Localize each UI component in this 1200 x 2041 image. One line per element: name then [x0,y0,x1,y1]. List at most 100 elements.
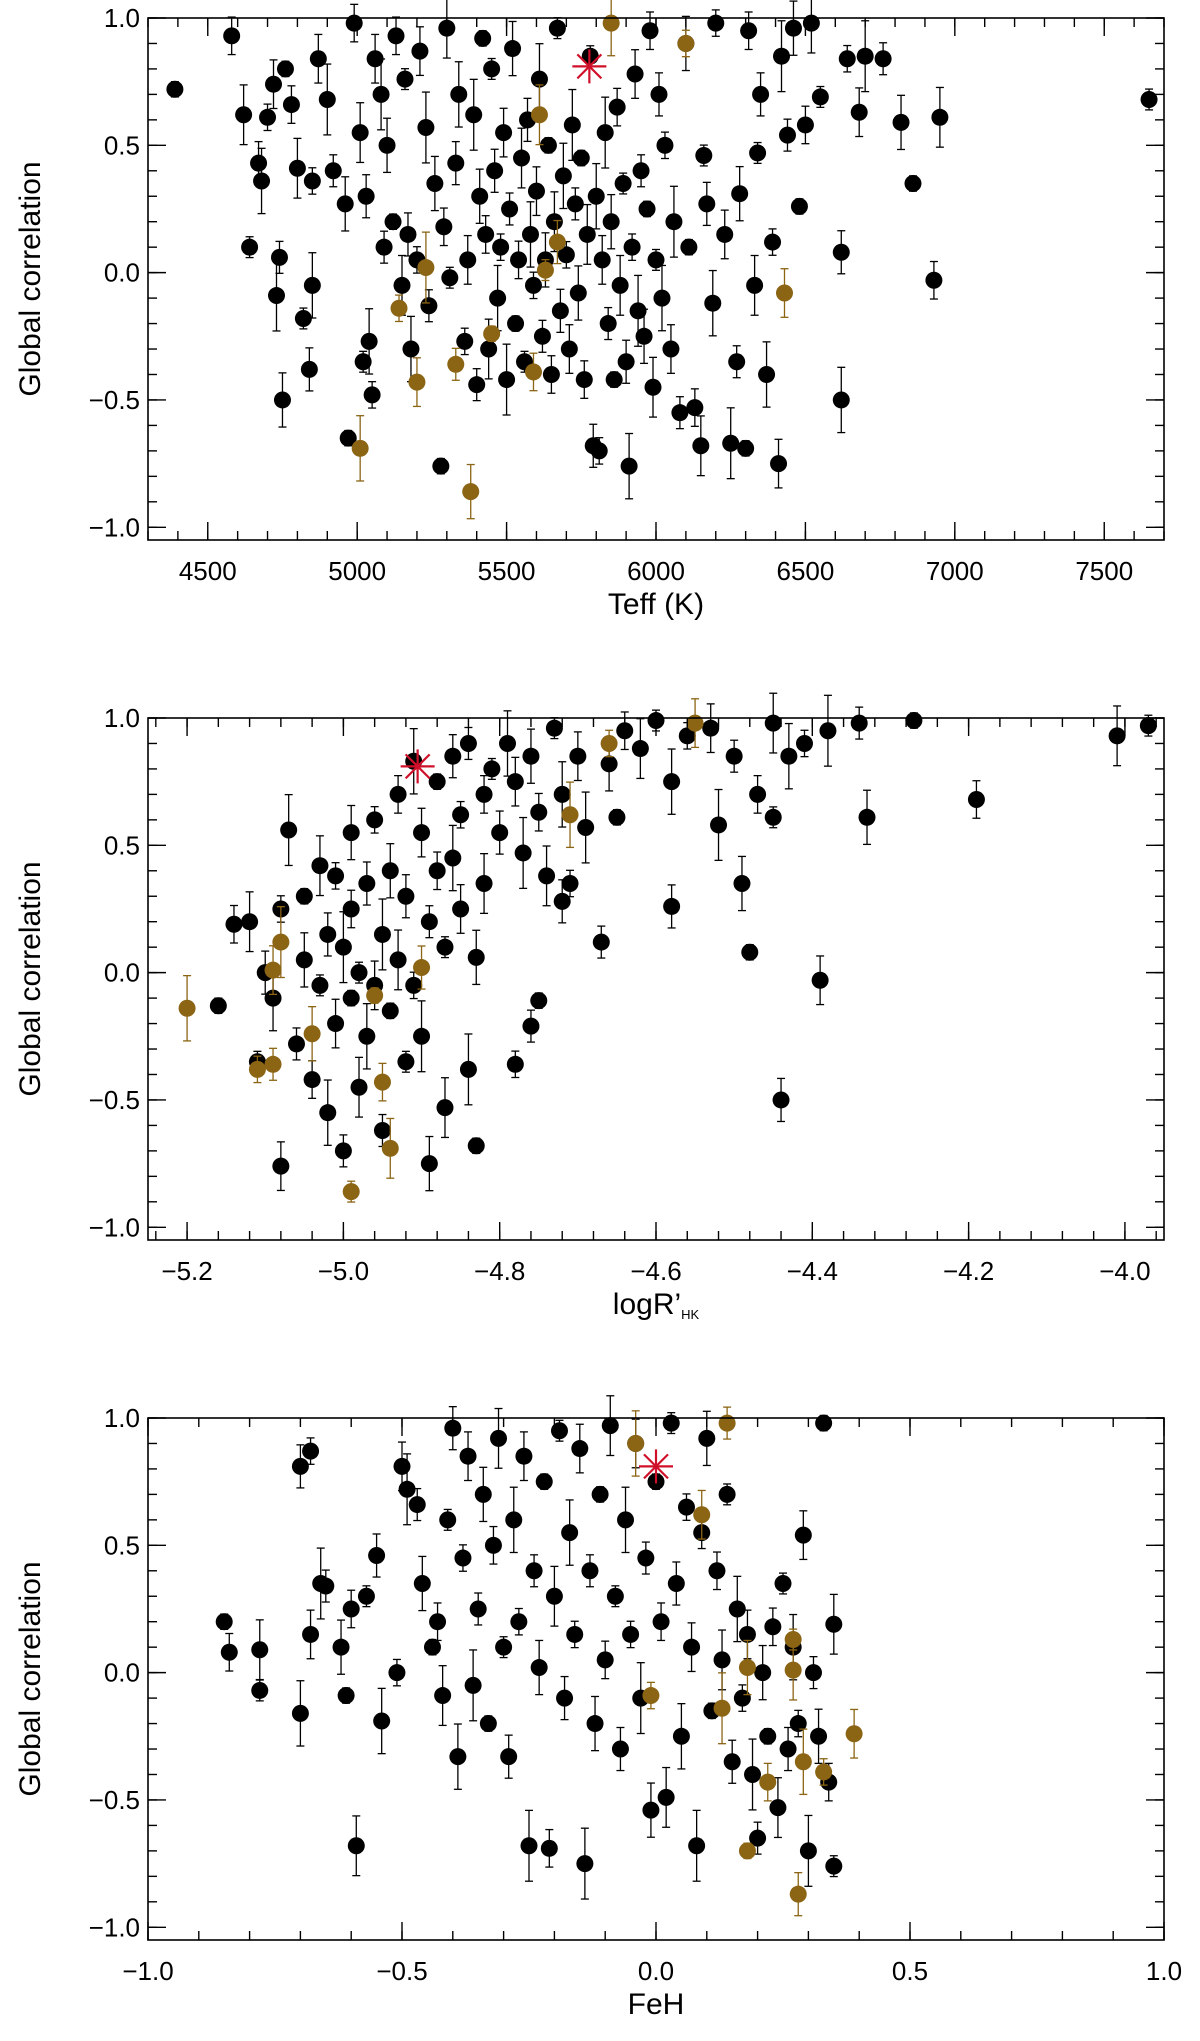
highlighted-star-point [264,961,282,979]
star-point [662,340,680,358]
star-point [759,1727,777,1745]
star-point [393,276,411,294]
star-point [354,353,372,371]
y-tick-label: 0.5 [104,1530,140,1560]
star-point [223,27,241,45]
star-point [925,271,943,289]
star-point [267,287,285,305]
star-point [738,1625,756,1643]
star-point [420,1155,438,1173]
star-point [602,213,620,231]
sun-marker-stroke [576,53,603,80]
panel-feh-y-axis-title: Global correlation [14,1561,47,1796]
star-point [606,1587,624,1605]
x-tick-label: −0.5 [376,1956,427,1986]
panel-logrhk-x-axis-title-subscript: HK [681,1307,699,1322]
star-point [397,887,415,905]
star-point [1139,717,1157,735]
star-point [291,1704,309,1722]
star-point [617,1511,635,1529]
star-point [587,187,605,205]
star-point [357,1587,375,1605]
star-point [713,1651,731,1669]
star-point [779,1740,797,1758]
x-tick-label: 0.5 [892,1956,928,1986]
star-point [832,243,850,261]
star-point [467,948,485,966]
star-point [334,938,352,956]
star-point [288,159,306,177]
star-point [663,773,681,791]
star-point [774,1575,792,1593]
star-point [225,915,243,933]
star-point [825,1857,843,1875]
star-point [501,200,519,218]
star-point [420,297,438,315]
star-point [527,182,545,200]
star-point [772,1091,790,1109]
star-point [631,740,649,758]
star-point [599,315,617,333]
star-point [593,251,611,269]
star-point [520,1837,538,1855]
star-point [784,19,802,37]
star-point [303,276,321,294]
star-point [413,1027,431,1045]
panel-logrhk-marks [178,692,1157,1203]
star-point [459,251,477,269]
star-point [339,429,357,447]
star-point [413,824,431,842]
star-point [456,332,474,350]
star-point [662,1414,680,1432]
star-point [375,238,393,256]
star-point [490,1429,508,1447]
star-point [545,1587,563,1605]
star-point [506,773,524,791]
highlighted-star-point [303,1025,321,1043]
panel-logrhk-y-axis-title: Global correlation [14,861,47,1096]
star-point [327,867,345,885]
star-point [716,225,734,243]
star-point [474,1485,492,1503]
star-point [556,1689,574,1707]
highlighted-star-point [602,14,620,32]
star-point [521,225,539,243]
star-point [522,1017,540,1035]
star-point [360,332,378,350]
star-point [351,124,369,142]
star-point [303,1071,321,1089]
highlighted-star-point [272,933,290,951]
x-tick-label: 5000 [328,556,386,586]
star-point [758,365,776,383]
star-point [397,1053,415,1071]
star-point [605,371,623,389]
star-point [575,371,593,389]
star-point [638,200,656,218]
star-point [399,225,417,243]
star-point [464,1676,482,1694]
star-point [477,225,495,243]
star-point [215,1613,233,1631]
star-point [596,124,614,142]
highlighted-star-point [845,1725,863,1743]
star-point [513,149,531,167]
star-point [617,353,635,371]
star-point [447,154,465,172]
panel-logrhk-x-axis-title-main: logR’ [613,1288,681,1321]
star-point [718,1485,736,1503]
star-point [769,1799,787,1817]
star-point [405,976,423,994]
y-tick-label: 1.0 [104,3,140,33]
star-point [420,913,438,931]
star-point [475,785,493,803]
star-point [611,276,629,294]
star-point [811,971,829,989]
highlighted-star-point [600,734,618,752]
y-tick-label: 1.0 [104,703,140,733]
highlighted-star-point [642,1687,660,1705]
star-point [764,808,782,826]
star-point [342,989,360,1007]
star-point [342,1600,360,1618]
highlighted-star-point [351,439,369,457]
star-point [393,1457,411,1475]
